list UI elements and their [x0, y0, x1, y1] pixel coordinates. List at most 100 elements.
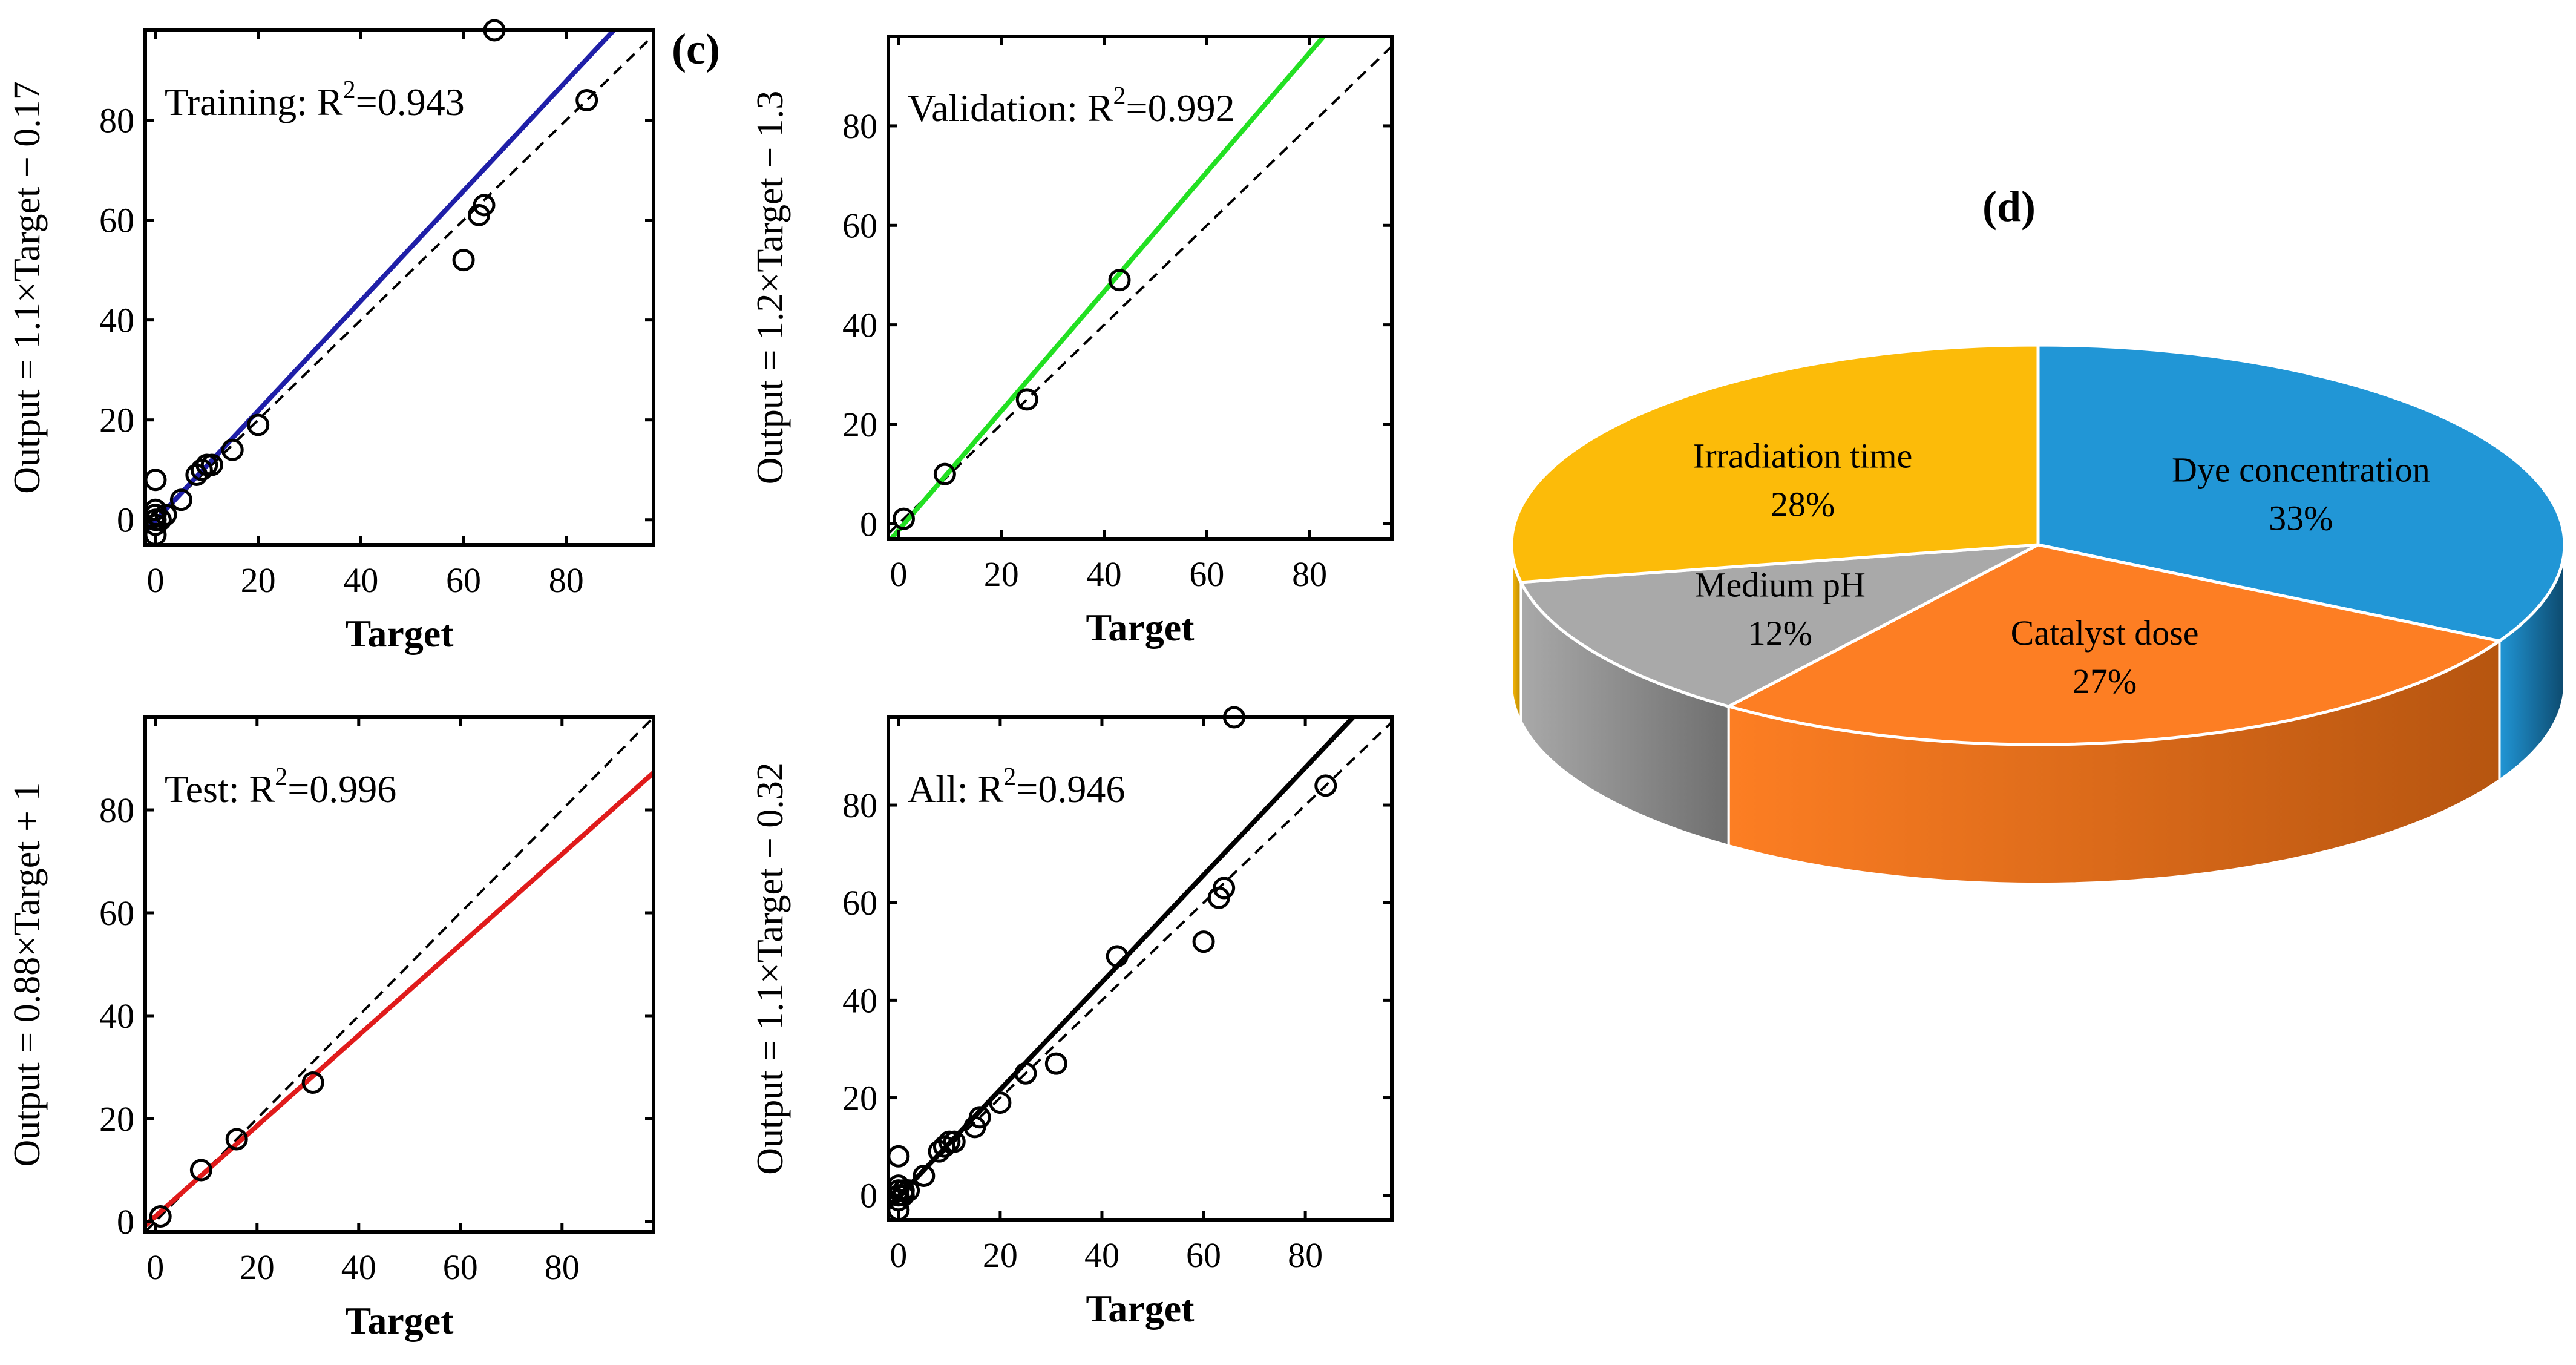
panel-d-label: (d)	[1982, 182, 2036, 231]
slice-name-label: Catalyst dose	[2011, 613, 2199, 653]
plot-all: 0 20 40 60 80 0 20 40 60 80 Target Output = 1.1×Tar…	[750, 706, 1394, 1330]
data-point	[913, 1164, 936, 1187]
data-point	[1108, 269, 1131, 292]
y-axis-label: Output = 1.1×Target − 0.17	[7, 81, 48, 493]
identity-line	[145, 717, 654, 1232]
y-tick-label: 0	[117, 1202, 134, 1242]
x-tick-label: 20	[240, 1248, 275, 1287]
x-tick-label: 0	[146, 1248, 164, 1287]
x-tick-label: 0	[890, 1235, 907, 1275]
data-point	[933, 462, 956, 485]
x-tick-label: 40	[343, 561, 378, 600]
y-tick-label: 40	[99, 996, 134, 1036]
data-point	[200, 453, 223, 476]
y-tick-label: 20	[99, 401, 134, 440]
x-tick-label: 80	[549, 561, 584, 600]
y-tick-label: 60	[99, 201, 134, 240]
x-tick-label: 80	[545, 1248, 580, 1287]
y-tick-label: 80	[842, 107, 877, 146]
data-point	[473, 194, 496, 217]
y-tick-label: 20	[842, 1079, 877, 1118]
y-tick-label: 40	[842, 981, 877, 1020]
pie-chart: Dye concentration 33% Catalyst dose 27% Medi…	[1510, 343, 2566, 885]
r2-annotation: All: R2=0.946	[908, 763, 1125, 811]
data-point	[943, 1130, 966, 1153]
y-tick-label: 60	[99, 893, 134, 933]
y-tick-label: 80	[99, 101, 134, 140]
data-point	[968, 1106, 991, 1129]
y-tick-label: 0	[860, 1176, 877, 1215]
data-point	[169, 488, 192, 511]
y-tick-label: 80	[842, 786, 877, 825]
data-point	[1213, 877, 1236, 900]
data-point	[932, 1135, 955, 1158]
y-tick-label: 40	[99, 301, 134, 340]
slice-percent-label: 28%	[1771, 484, 1835, 524]
slice-percent-label: 12%	[1748, 613, 1812, 653]
r2-annotation: Test: R2=0.996	[165, 763, 396, 811]
plot-validation: 0 20 40 60 80 0 20 40 60 80 Target Output = 1.2×Tar…	[750, 35, 1394, 649]
pie-slice-medium-ph	[1518, 543, 2039, 708]
x-tick-label: 60	[446, 561, 481, 600]
x-tick-label: 0	[146, 561, 164, 600]
x-tick-label: 80	[1292, 554, 1327, 594]
data-point	[225, 1128, 248, 1151]
data-point	[154, 503, 177, 526]
x-tick-label: 60	[443, 1248, 478, 1287]
x-tick-label: 40	[1084, 1235, 1119, 1275]
x-axis-label: Target	[1086, 1287, 1195, 1330]
y-axis-label: Output = 1.2×Target − 1.3	[750, 91, 791, 484]
data-point	[887, 1145, 910, 1168]
pie-slice-catalyst-dose	[1724, 543, 2503, 746]
data-point	[144, 469, 167, 492]
data-point	[221, 438, 244, 461]
plot-frame	[143, 28, 655, 547]
data-point	[247, 413, 270, 436]
x-tick-label: 0	[890, 554, 907, 594]
x-tick-label: 60	[1186, 1235, 1221, 1275]
data-point	[190, 458, 213, 481]
plot-frame	[887, 715, 1394, 1222]
data-point	[892, 507, 915, 530]
x-tick-label: 20	[983, 1235, 1018, 1275]
y-tick-label: 0	[117, 501, 134, 540]
x-tick-label: 40	[341, 1248, 376, 1287]
pie-slice-irradiation-time	[1510, 343, 2040, 584]
slice-name-label: Dye concentration	[2172, 450, 2430, 490]
data-point	[1014, 1062, 1037, 1085]
plot-frame	[887, 35, 1394, 541]
regression-plots: 0 20 40 60 80 0 20 40 60 80 Target Output = 1.1×Tar…	[7, 19, 1394, 1342]
data-point	[452, 249, 475, 272]
plot-test: 0 20 40 60 80 0 20 40 60 80 Target Output = 0.88×Ta…	[7, 715, 655, 1342]
y-tick-label: 20	[99, 1099, 134, 1139]
slice-name-label: Medium pH	[1695, 565, 1866, 604]
slice-percent-label: 27%	[2073, 662, 2137, 701]
y-tick-label: 0	[860, 504, 877, 544]
data-point	[897, 1179, 920, 1202]
data-point	[989, 1091, 1012, 1114]
r2-annotation: Validation: R2=0.992	[908, 82, 1235, 130]
identity-line	[888, 45, 1392, 535]
slice-name-label: Irradiation time	[1693, 436, 1912, 475]
y-tick-label: 60	[842, 883, 877, 923]
x-tick-label: 80	[1288, 1235, 1323, 1275]
data-point	[301, 1071, 324, 1094]
data-point	[1015, 388, 1038, 411]
panel-c-label: (c)	[672, 25, 720, 73]
y-tick-label: 20	[842, 405, 877, 444]
x-tick-label: 20	[241, 561, 276, 600]
x-tick-label: 40	[1087, 554, 1122, 594]
fit-line	[888, 36, 1327, 539]
x-tick-label: 20	[984, 554, 1019, 594]
identity-line	[145, 34, 654, 531]
x-axis-label: Target	[1086, 606, 1195, 649]
y-tick-label: 80	[99, 791, 134, 830]
data-point	[575, 89, 598, 112]
fit-line	[145, 30, 617, 534]
data-point	[189, 1159, 212, 1182]
y-tick-label: 40	[842, 306, 877, 345]
fit-line	[145, 771, 654, 1228]
data-point	[1044, 1052, 1067, 1075]
x-axis-label: Target	[346, 612, 454, 655]
